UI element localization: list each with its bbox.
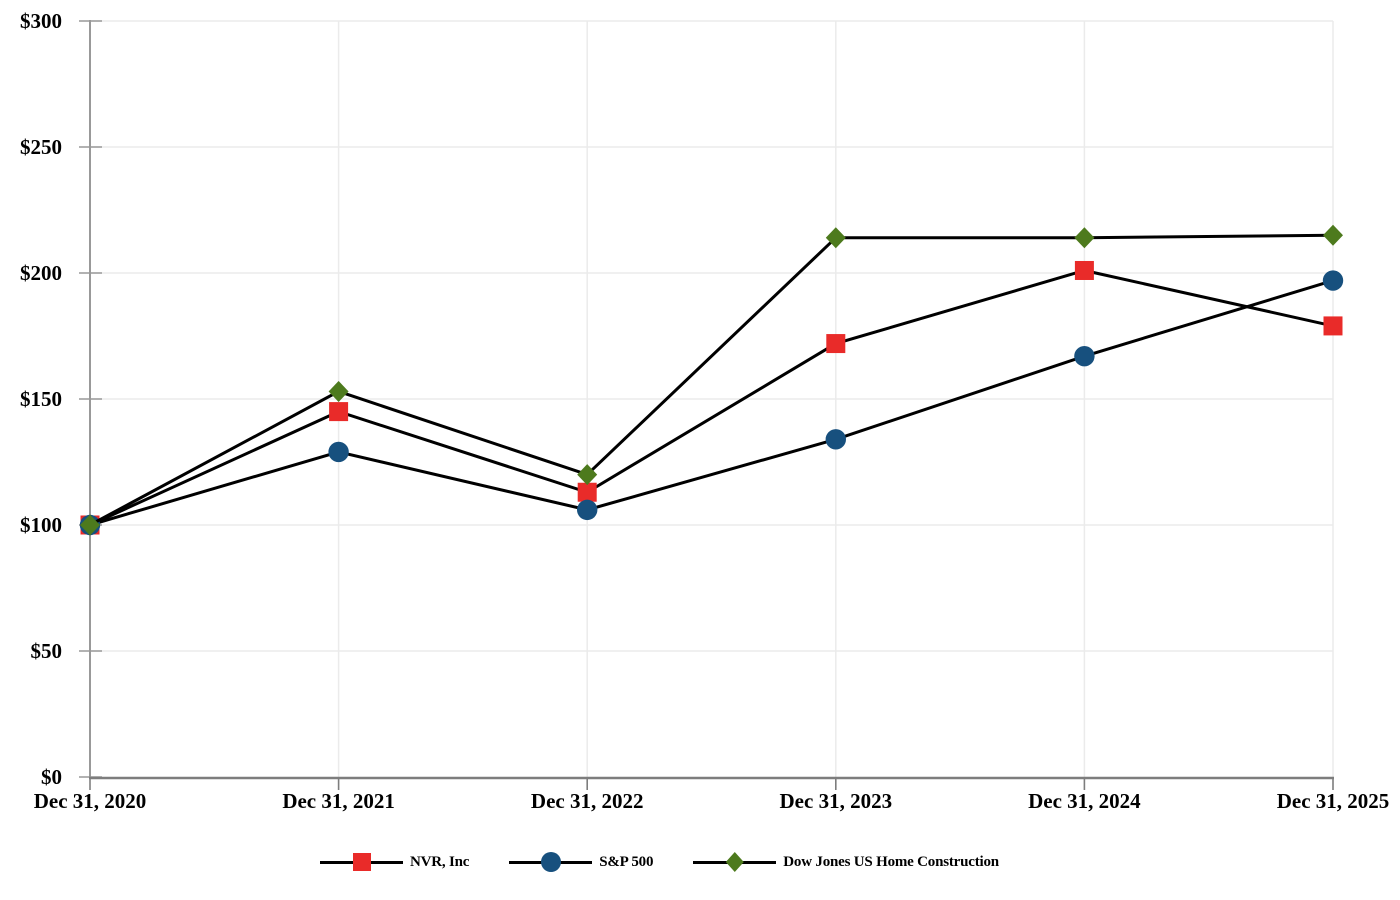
x-axis-tick-label: Dec 31, 2024: [1028, 789, 1141, 813]
legend-label-dj-home-construction: Dow Jones US Home Construction: [783, 853, 999, 870]
y-axis-tick-label: $200: [20, 261, 62, 285]
data-point-square: [577, 482, 597, 502]
y-axis-tick-label: $150: [20, 387, 62, 411]
diamond-marker-icon: [725, 852, 744, 872]
y-axis-tick-label: $0: [41, 765, 62, 789]
legend-swatch: [693, 849, 777, 875]
data-point-diamond: [577, 464, 598, 486]
data-point-square: [1323, 316, 1343, 336]
series-line-circle: [89, 279, 1334, 527]
data-point-diamond: [328, 380, 349, 402]
data-point-diamond: [80, 514, 100, 536]
y-axis-tick-label: $100: [20, 513, 62, 537]
x-axis-tick-label: Dec 31, 2022: [531, 789, 644, 813]
data-point-circle: [1074, 345, 1095, 367]
data-point-circle: [577, 499, 598, 521]
data-point-diamond: [1323, 224, 1343, 246]
legend-item-dj-home-construction: Dow Jones US Home Construction: [693, 849, 999, 875]
x-axis-tick-label: Dec 31, 2021: [282, 789, 395, 813]
data-point-circle: [825, 429, 846, 450]
data-point-circle: [328, 441, 349, 463]
y-axis-tick-label: $250: [20, 135, 62, 159]
legend-label-sp500: S&P 500: [599, 853, 654, 870]
x-axis-tick-label: Dec 31, 2020: [34, 789, 147, 813]
x-axis-tick-label: Dec 31, 2025: [1277, 789, 1390, 813]
y-axis-tick-label: $300: [20, 9, 62, 33]
data-point-square: [826, 334, 846, 354]
data-point-circle: [1322, 270, 1344, 291]
series-line-diamond: [89, 233, 1334, 527]
data-point-square: [329, 402, 349, 422]
legend-swatch: [320, 849, 403, 875]
data-point-square: [1074, 260, 1094, 280]
series-line-square: [89, 268, 1334, 527]
data-point-diamond: [825, 227, 846, 249]
data-point-diamond: [1074, 227, 1095, 249]
legend-item-sp500: S&P 500: [509, 849, 653, 875]
square-marker-icon: [352, 853, 371, 871]
circle-marker-icon: [540, 852, 561, 872]
chart-legend: NVR, Inc S&P 500 Dow Jones US Home Const…: [320, 849, 999, 875]
legend-swatch: [509, 849, 593, 875]
x-axis-tick-label: Dec 31, 2023: [780, 789, 893, 813]
y-axis-tick-label: $50: [31, 639, 63, 663]
legend-label-nvr: NVR, Inc: [410, 853, 470, 870]
legend-item-nvr: NVR, Inc: [320, 849, 469, 875]
